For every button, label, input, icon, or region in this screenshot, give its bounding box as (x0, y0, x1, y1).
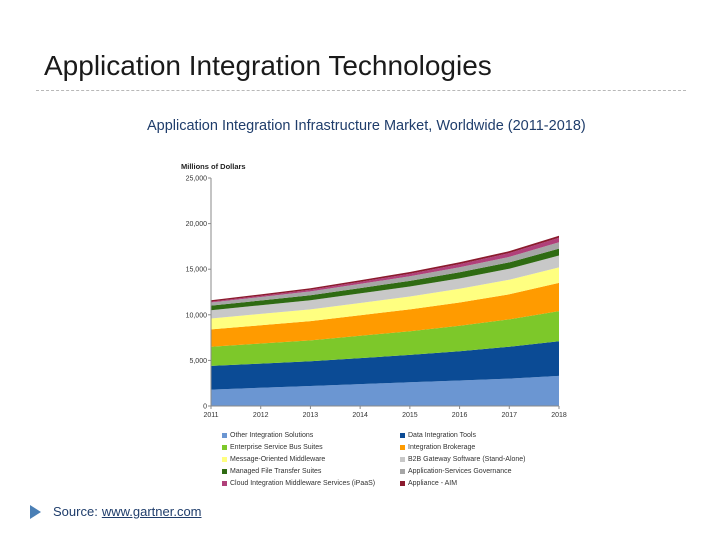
bullet-arrow-icon (30, 504, 41, 519)
x-tick-label: 2011 (203, 412, 218, 419)
y-axis-title: Millions of Dollars (181, 162, 246, 171)
title-divider (36, 90, 686, 91)
x-tick-label: 2013 (303, 412, 319, 419)
legend-label: Other Integration Solutions (230, 432, 314, 439)
x-tick-label: 2018 (551, 412, 567, 419)
y-tick-label: 5,000 (189, 358, 207, 365)
y-tick-label: 25,000 (186, 176, 208, 183)
y-tick-label: 10,000 (186, 312, 208, 319)
source-label: Source: (53, 504, 98, 519)
legend-swatch (222, 457, 227, 462)
legend-item: Message-Oriented Middleware (222, 454, 325, 465)
legend-label: Integration Brokerage (408, 444, 476, 451)
legend-label: Appliance - AIM (408, 480, 458, 487)
legend-swatch (400, 433, 405, 438)
x-tick-label: 2015 (402, 412, 418, 419)
legend-swatch (400, 457, 405, 462)
legend-item: Application-Services Governance (400, 466, 512, 477)
area-series-6 (211, 255, 559, 319)
legend-label: Data Integration Tools (408, 432, 476, 439)
legend-label: B2B Gateway Software (Stand-Alone) (408, 456, 526, 463)
legend-label: Message-Oriented Middleware (230, 456, 326, 463)
area-series-2 (211, 341, 559, 390)
source-link[interactable]: www.gartner.com (101, 504, 202, 519)
y-tick-label: 20,000 (186, 221, 208, 228)
x-tick-label: 2012 (253, 412, 269, 419)
legend-item: B2B Gateway Software (Stand-Alone) (400, 454, 526, 465)
legend-item: Other Integration Solutions (222, 430, 313, 441)
legend-swatch (222, 469, 227, 474)
stacked-area-chart: Millions of Dollars 0 5,000 10,000 15,000 20,… (181, 162, 567, 419)
legend-item: Managed File Transfer Suites (222, 466, 321, 477)
legend-item: Enterprise Service Bus Suites (222, 442, 323, 453)
area-series-5 (211, 267, 559, 330)
legend-item: Cloud Integration Middleware Services (i… (222, 478, 375, 489)
area-series-1 (211, 375, 559, 406)
legend-item: Appliance - AIM (400, 478, 457, 489)
legend-item: Data Integration Tools (400, 430, 476, 441)
legend-swatch (400, 445, 405, 450)
legend-swatch (400, 469, 405, 474)
legend-label: Cloud Integration Middleware Services (i… (230, 480, 376, 487)
area-series-3 (211, 311, 559, 366)
legend-label: Managed File Transfer Suites (230, 468, 322, 475)
area-series-7 (211, 248, 559, 311)
legend-swatch (222, 433, 227, 438)
x-tick-label: 2016 (452, 412, 468, 419)
y-tick-label: 15,000 (186, 267, 208, 274)
chart-legend: Other Integration Solutions Data Integrat… (222, 430, 572, 496)
area-series-4 (211, 282, 559, 347)
chart-subtitle: Application Integration Infrastructure M… (147, 118, 586, 134)
slide-title: Application Integration Technologies (44, 50, 492, 81)
source-line: Source: www.gartner.com (30, 504, 202, 519)
x-tick-label: 2014 (352, 412, 368, 419)
y-tick-label: 0 (203, 404, 207, 411)
x-tick-label: 2017 (501, 412, 517, 419)
legend-label: Application-Services Governance (408, 468, 512, 475)
legend-swatch (222, 481, 227, 486)
legend-swatch (400, 481, 405, 486)
legend-item: Integration Brokerage (400, 442, 475, 453)
area-series-8 (211, 242, 559, 306)
legend-label: Enterprise Service Bus Suites (230, 444, 323, 451)
legend-swatch (222, 445, 227, 450)
